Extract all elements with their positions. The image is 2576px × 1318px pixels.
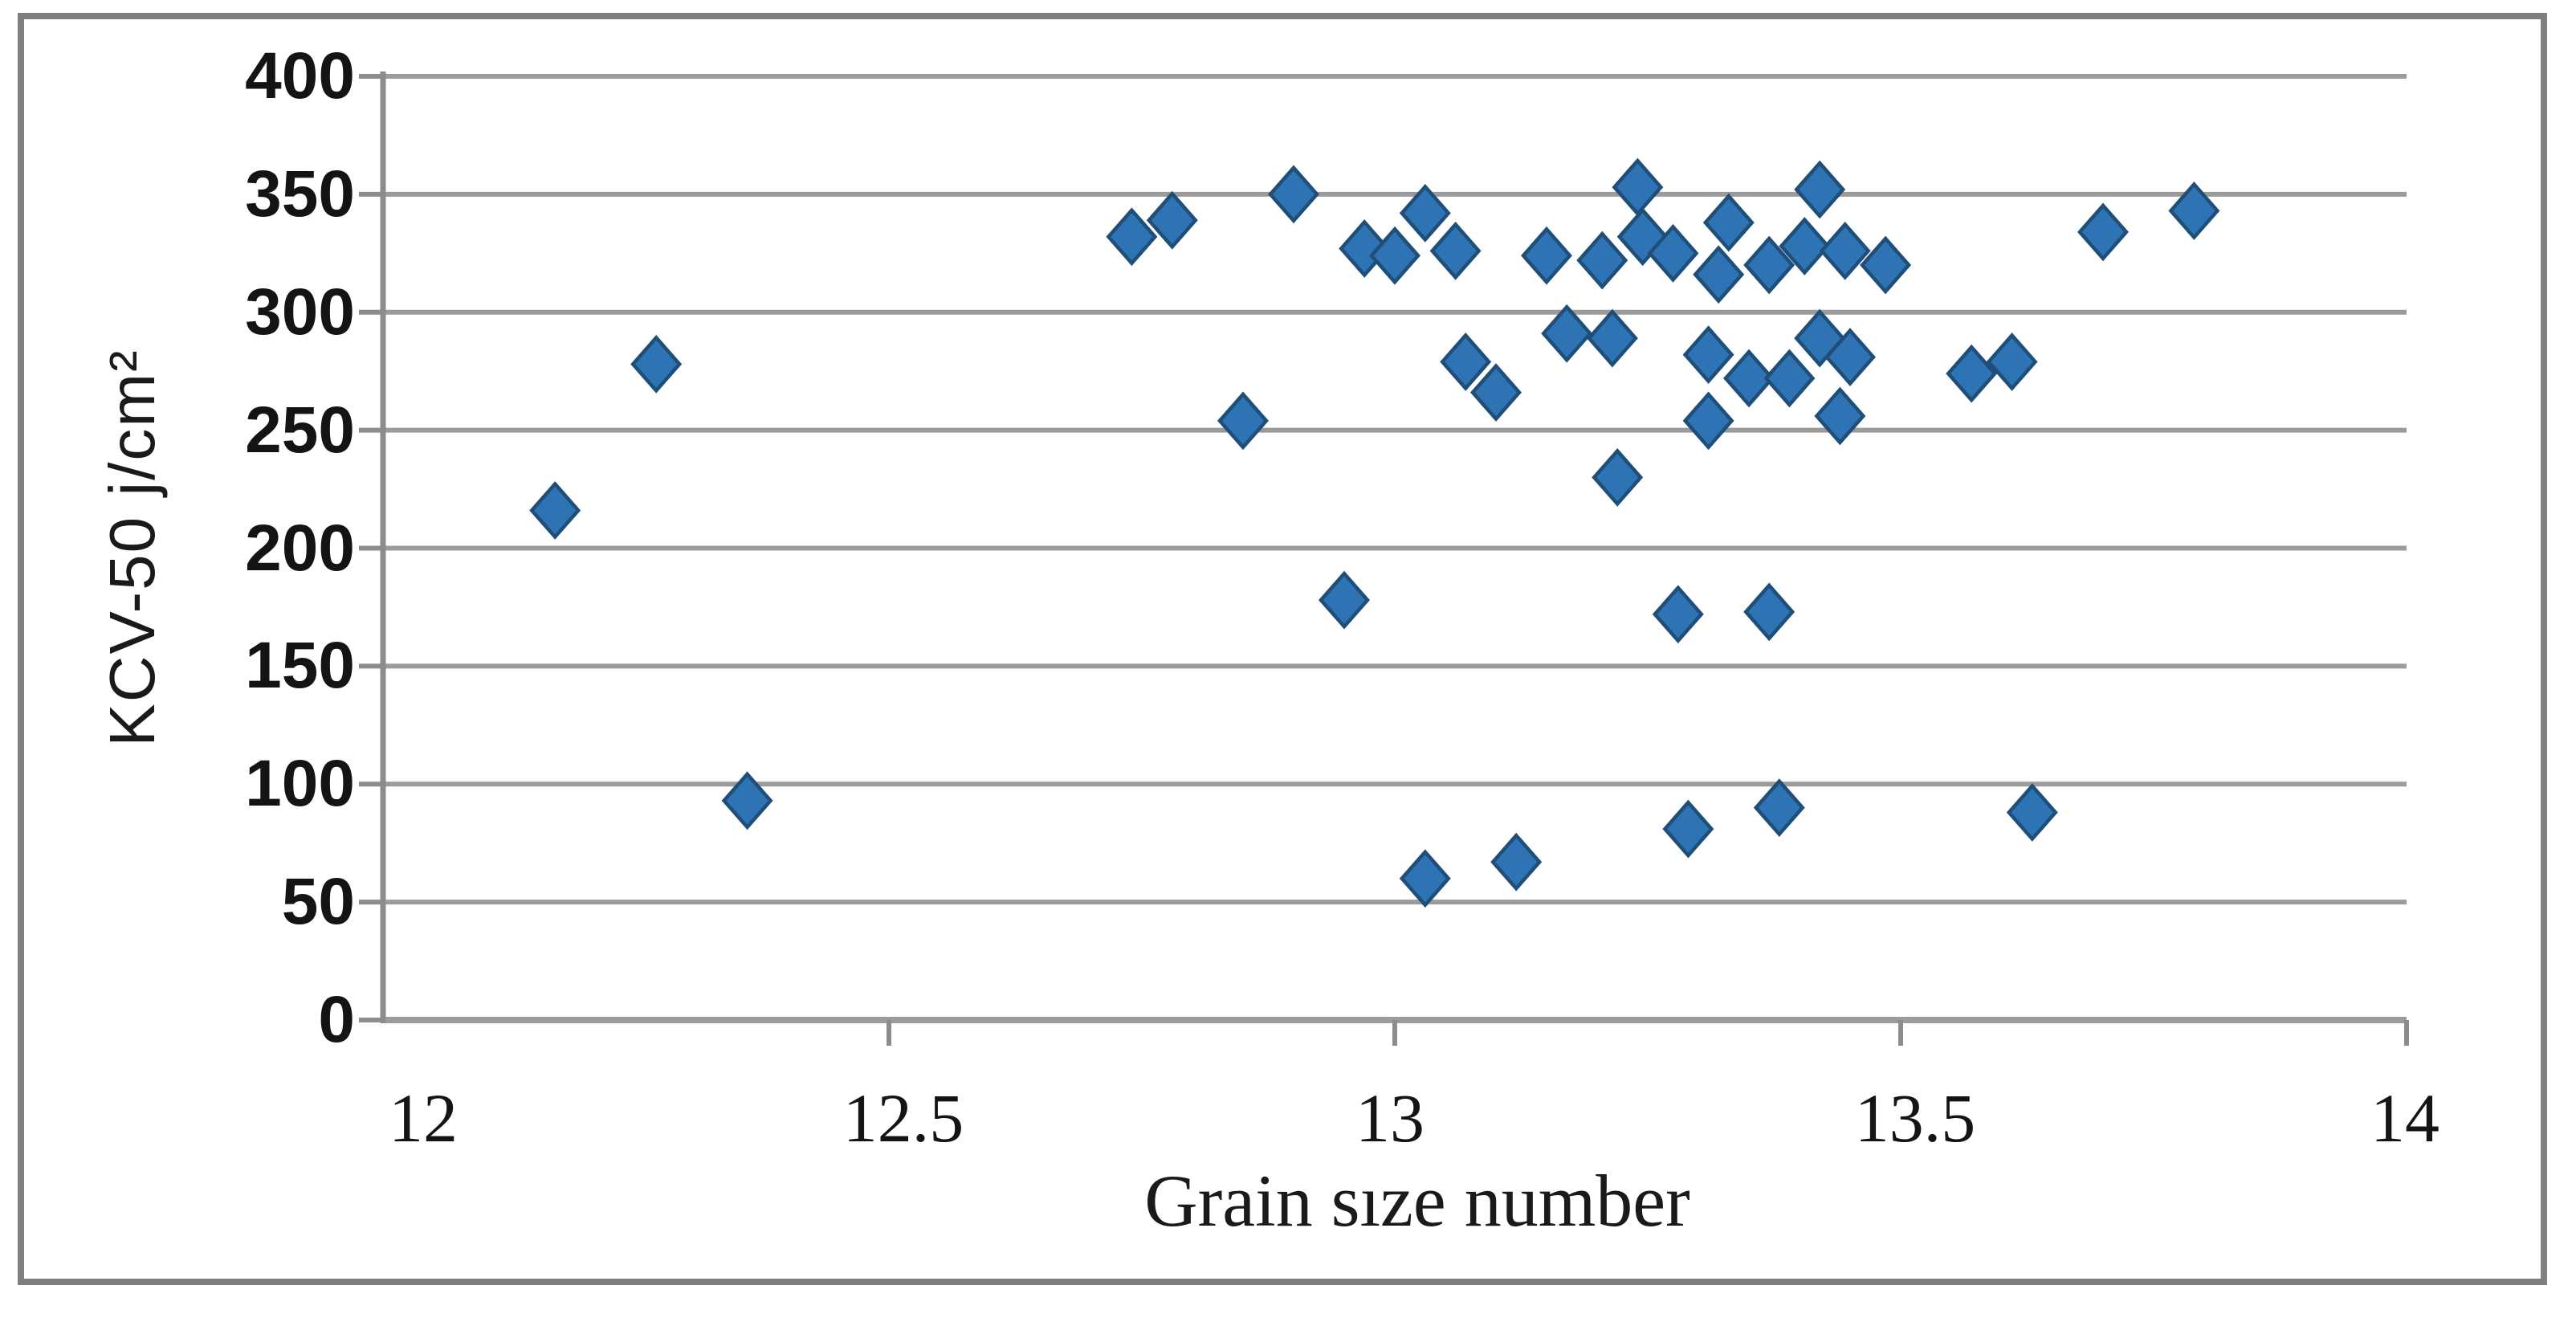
- data-point-marker: [1682, 391, 1734, 451]
- data-point-marker: [1369, 226, 1420, 285]
- y-tick-label: 200: [245, 511, 355, 585]
- data-point-marker: [1612, 157, 1664, 217]
- data-point-marker: [1819, 221, 1871, 280]
- data-point-marker: [1662, 799, 1714, 859]
- data-point-marker: [1146, 190, 1198, 250]
- y-tick-label: 300: [245, 275, 355, 349]
- data-point-marker: [1399, 183, 1451, 243]
- data-point-marker: [1339, 219, 1391, 278]
- data-point-marker: [2168, 182, 2220, 240]
- data-point-marker: [529, 481, 581, 540]
- data-point-marker: [1541, 304, 1593, 363]
- data-point-marker: [1268, 165, 1319, 224]
- figure-border: [18, 13, 2547, 1285]
- y-tick-label: 100: [245, 747, 355, 821]
- y-tick-label: 250: [245, 393, 355, 467]
- data-point-marker: [2006, 783, 2058, 842]
- data-point-marker: [1490, 832, 1543, 892]
- data-point-marker: [721, 771, 773, 830]
- data-point-marker: [1647, 223, 1699, 283]
- x-tick-label: 14: [2370, 1079, 2439, 1157]
- data-point-marker: [1521, 226, 1572, 285]
- data-point-marker: [1824, 328, 1876, 386]
- data-point-marker: [1586, 308, 1638, 368]
- data-point-marker: [1743, 582, 1795, 642]
- data-point-marker: [1106, 207, 1158, 267]
- x-tick-label: 12.5: [842, 1079, 964, 1157]
- y-tick-label: 350: [245, 157, 355, 231]
- y-tick-label: 50: [281, 865, 355, 939]
- y-axis-title: KCV-50 j/cm²: [96, 349, 168, 747]
- data-point-marker: [1576, 231, 1628, 290]
- data-point-marker: [1652, 585, 1704, 644]
- data-point-marker: [1986, 333, 2038, 391]
- data-point-marker: [630, 334, 683, 394]
- data-point-marker: [2077, 202, 2129, 262]
- data-point-marker: [1723, 349, 1775, 408]
- data-point-marker: [1753, 778, 1805, 838]
- x-tick-label: 13.5: [1854, 1079, 1976, 1157]
- y-tick-label: 400: [245, 39, 355, 112]
- y-tick-label: 0: [318, 983, 355, 1056]
- x-tick-label: 12: [389, 1079, 458, 1157]
- data-point-marker: [1440, 333, 1492, 391]
- data-point-marker: [1814, 386, 1866, 446]
- data-point-marker: [1470, 363, 1522, 422]
- data-point-marker: [1779, 217, 1831, 275]
- data-point-marker: [1743, 235, 1795, 295]
- data-point-marker: [1794, 160, 1846, 219]
- y-tick-label: 150: [245, 629, 355, 703]
- x-axis-title: Grain sıze number: [1144, 1160, 1690, 1242]
- data-point-marker: [1429, 221, 1482, 280]
- data-point-marker: [1860, 235, 1912, 295]
- data-point-marker: [1702, 193, 1755, 252]
- data-point-marker: [1763, 349, 1816, 408]
- data-point-marker: [1693, 245, 1745, 304]
- data-point-marker: [1794, 308, 1846, 368]
- data-point-marker: [1217, 391, 1269, 451]
- data-point-marker: [1682, 325, 1734, 385]
- data-point-marker: [1946, 344, 1998, 403]
- data-point-marker: [1319, 570, 1370, 630]
- data-point-marker: [1399, 849, 1451, 908]
- x-tick-label: 13: [1355, 1079, 1425, 1157]
- data-point-marker: [1592, 447, 1644, 507]
